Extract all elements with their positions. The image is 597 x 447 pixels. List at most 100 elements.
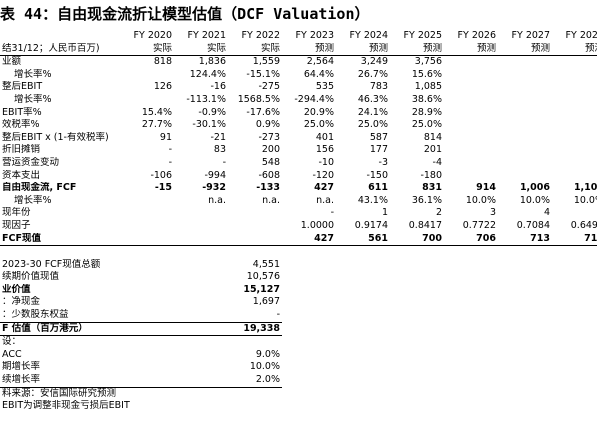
value-cell: 1.0000 xyxy=(300,219,334,231)
table-row xyxy=(0,246,597,259)
value-cell: 10.0% xyxy=(519,194,550,206)
row-label: 现年份 xyxy=(2,207,31,219)
value-cell: 25.0% xyxy=(357,119,388,131)
row-label: 折旧摊销 xyxy=(2,144,41,156)
table-row: 现因子 1.0000 0.9174 0.8417 0.7722 0.7084 0.6499 xyxy=(0,220,597,233)
kind-header: 实际 xyxy=(174,42,228,57)
value-cell xyxy=(552,157,597,170)
value-cell: 1,107 xyxy=(573,182,597,194)
value-cell xyxy=(120,220,174,233)
value-cell: 25.0% xyxy=(411,119,442,131)
table-row: 整后EBIT x (1-有效税率) 91 -21 -273 401 587 814 xyxy=(0,132,597,145)
kind-header: 预测 xyxy=(282,42,336,57)
value-cell: 124.4% xyxy=(189,68,226,80)
assumption-label: 期增长率 xyxy=(2,361,41,373)
year-header: FY 2028 xyxy=(565,30,597,41)
spacer xyxy=(282,322,597,336)
summary-value: 19,338 xyxy=(228,321,282,337)
table-row: 整后EBIT 126 -16 -275 535 783 1,085 xyxy=(0,81,597,94)
value-cell xyxy=(552,119,597,132)
year-header: FY 2026 xyxy=(457,30,496,41)
value-cell: 587 xyxy=(369,131,388,143)
year-header: FY 2021 xyxy=(187,30,226,41)
value-cell: 2,564 xyxy=(306,56,334,68)
value-cell xyxy=(552,94,597,107)
value-cell: 64.4% xyxy=(303,68,334,80)
value-cell: 15.6% xyxy=(411,68,442,80)
row-label: 增长率% xyxy=(14,194,52,206)
row-label: 整后EBIT x (1-有效税率) xyxy=(2,131,109,143)
value-cell: -180 xyxy=(420,169,442,181)
row-label: 自由现金流, FCF xyxy=(2,182,77,194)
summary-value: 15,127 xyxy=(243,283,280,295)
value-cell: 83 xyxy=(213,144,226,156)
table-row: 设： xyxy=(0,336,597,349)
value-cell xyxy=(228,220,282,233)
value-cell: 3,756 xyxy=(414,56,442,68)
value-cell: 25.0% xyxy=(303,119,334,131)
value-cell: -120 xyxy=(312,169,334,181)
kind-header: 预测 xyxy=(498,42,552,57)
kind-header: 预测 xyxy=(444,42,498,57)
year-header: FY 2020 xyxy=(133,30,172,41)
table-row: 效税率% 27.7% -30.1% 0.9% 25.0% 25.0% 25.0% xyxy=(0,119,597,132)
value-cell: 0.7084 xyxy=(516,219,550,231)
value-cell xyxy=(228,207,282,220)
value-cell xyxy=(120,94,174,107)
value-cell: -0.9% xyxy=(198,106,226,118)
value-cell xyxy=(444,157,498,170)
table-row: 续增长率 2.0% xyxy=(0,374,597,388)
value-cell: 10.0% xyxy=(465,194,496,206)
value-cell: 200 xyxy=(261,144,280,156)
summary-label: ：少数股东权益 xyxy=(2,309,69,321)
table-row: FY 2020 FY 2021 FY 2022 FY 2023 FY 2024 FY 20… xyxy=(0,30,597,43)
table-title: 表 44：自由现金流折让模型估值（DCF Valuation） xyxy=(0,5,370,23)
value-cell xyxy=(552,56,597,69)
value-cell xyxy=(498,107,552,120)
value-cell xyxy=(552,107,597,120)
value-cell: 548 xyxy=(261,156,280,168)
kind-header: 实际 xyxy=(228,42,282,57)
value-cell: 0.6499 xyxy=(570,219,597,231)
value-cell: 427 xyxy=(282,232,336,247)
assumptions-title: 设： xyxy=(2,336,22,348)
value-cell xyxy=(444,107,498,120)
value-cell: 914 xyxy=(476,182,496,194)
value-cell: 4 xyxy=(543,207,550,219)
value-cell: 201 xyxy=(423,144,442,156)
value-cell: 1,006 xyxy=(519,182,550,194)
value-cell xyxy=(498,94,552,107)
table-row: FCF现值 427561700706713719 xyxy=(0,232,597,247)
value-cell: 5 xyxy=(552,207,597,220)
value-cell xyxy=(444,94,498,107)
value-cell xyxy=(120,195,174,208)
value-cell: - xyxy=(330,207,334,219)
year-header: FY 2025 xyxy=(403,30,442,41)
footnote: EBIT为调整非现金亏损后EBIT xyxy=(2,400,130,412)
value-cell xyxy=(444,144,498,157)
table-row: 自由现金流, FCF -15 -932 -133 427 611 831 914 1,006 1,… xyxy=(0,182,597,195)
value-cell: 0.9% xyxy=(255,119,280,131)
value-cell xyxy=(444,170,498,183)
value-cell xyxy=(498,119,552,132)
value-cell xyxy=(444,56,498,69)
value-cell: 1568.5% xyxy=(237,93,280,105)
value-cell: 0.7722 xyxy=(462,219,496,231)
value-cell: -10 xyxy=(318,156,334,168)
value-cell: 20.9% xyxy=(303,106,334,118)
year-header: FY 2022 xyxy=(241,30,280,41)
value-cell: 831 xyxy=(422,182,442,194)
value-cell xyxy=(552,170,597,183)
header-cell xyxy=(0,30,120,43)
dcf-table: FY 2020 FY 2021 FY 2022 FY 2023 FY 2024 FY 20… xyxy=(0,30,597,413)
value-cell xyxy=(444,69,498,82)
value-cell: 91 xyxy=(159,131,172,143)
value-cell: -21 xyxy=(210,131,226,143)
value-cell: 611 xyxy=(368,182,388,194)
value-cell: 126 xyxy=(153,81,172,93)
value-cell: 27.7% xyxy=(141,119,172,131)
row-label: EBIT率% xyxy=(2,106,42,118)
value-cell: 561 xyxy=(336,232,390,247)
value-cell: 3,249 xyxy=(360,56,388,68)
